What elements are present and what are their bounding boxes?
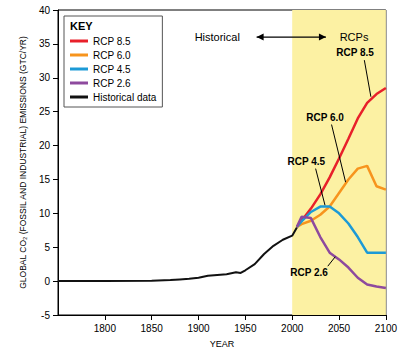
svg-text:RCP 8.5: RCP 8.5 (336, 47, 374, 58)
svg-text:35: 35 (39, 38, 51, 49)
svg-text:30: 30 (39, 72, 51, 83)
svg-text:RCPs: RCPs (340, 31, 369, 43)
svg-text:RCP 4.5: RCP 4.5 (93, 64, 131, 75)
svg-text:5: 5 (44, 242, 50, 253)
svg-text:2050: 2050 (328, 323, 351, 334)
svg-text:1950: 1950 (234, 323, 257, 334)
svg-text:40: 40 (39, 5, 51, 16)
svg-text:10: 10 (39, 208, 51, 219)
svg-text:GLOBAL CO₂ (FOSSIL AND INDUSTR: GLOBAL CO₂ (FOSSIL AND INDUSTRIAL) EMISS… (18, 36, 28, 289)
svg-text:-5: -5 (41, 310, 50, 321)
svg-text:2100: 2100 (375, 323, 398, 334)
svg-text:0: 0 (44, 276, 50, 287)
svg-text:RCP 6.0: RCP 6.0 (93, 50, 131, 61)
svg-text:2000: 2000 (281, 323, 304, 334)
svg-text:15: 15 (39, 174, 51, 185)
svg-text:Historical data: Historical data (93, 92, 157, 103)
svg-text:20: 20 (39, 140, 51, 151)
svg-text:RCP 6.0: RCP 6.0 (306, 112, 344, 123)
svg-text:RCP 4.5: RCP 4.5 (288, 156, 326, 167)
svg-text:1850: 1850 (141, 323, 164, 334)
svg-text:KEY: KEY (70, 20, 93, 32)
svg-text:RCP 8.5: RCP 8.5 (93, 36, 131, 47)
svg-text:1900: 1900 (187, 323, 210, 334)
svg-text:25: 25 (39, 106, 51, 117)
svg-text:1800: 1800 (94, 323, 117, 334)
svg-text:RCP 2.6: RCP 2.6 (290, 267, 328, 278)
svg-text:YEAR: YEAR (210, 339, 235, 349)
svg-text:Historical: Historical (195, 31, 240, 43)
svg-text:RCP 2.6: RCP 2.6 (93, 78, 131, 89)
